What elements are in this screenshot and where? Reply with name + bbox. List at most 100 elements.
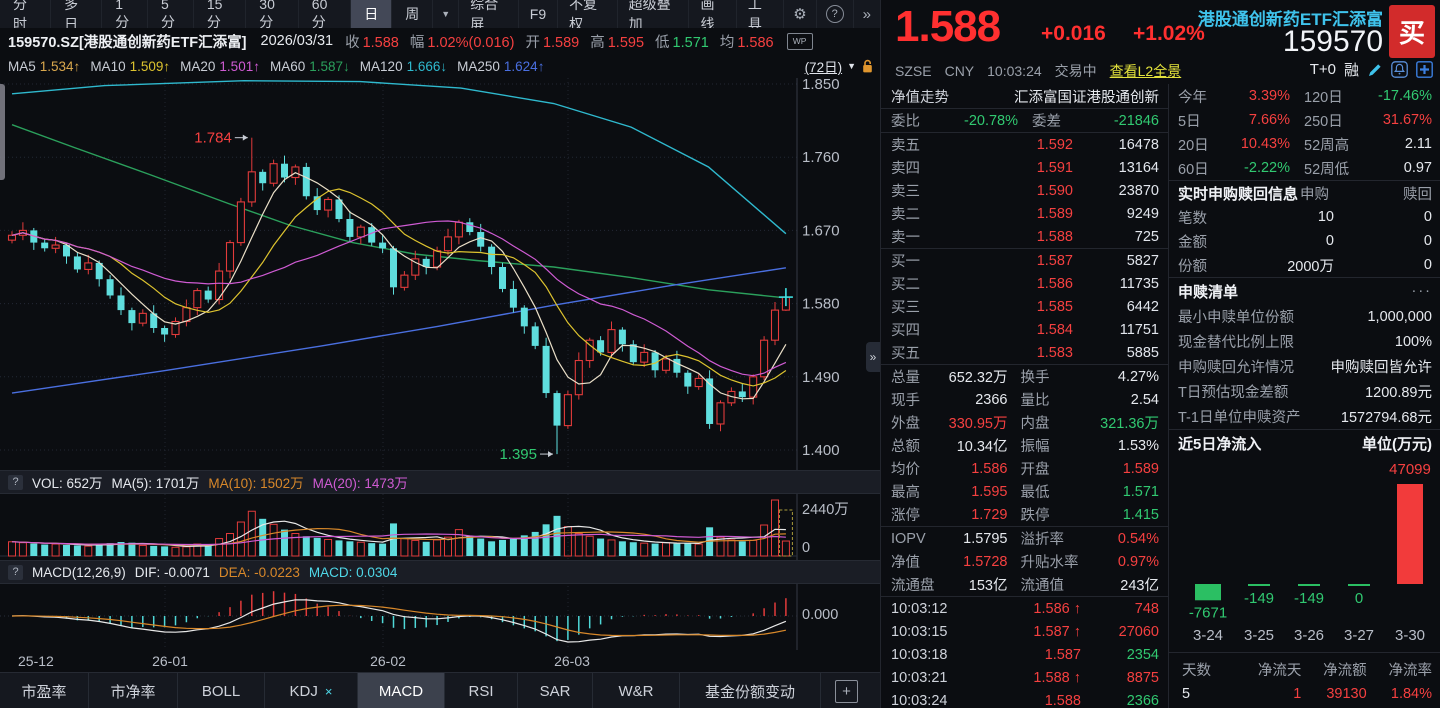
ma-legend-MA120: MA120 1.666↓ (359, 58, 448, 74)
svg-text:-149: -149 (1244, 590, 1274, 607)
stat-row: 流通盘 153亿 流通值 243亿 (891, 578, 1159, 594)
stat-row: IOPV 1.5795 溢折率 0.54% (881, 526, 1169, 550)
svg-text:-149: -149 (1294, 590, 1324, 607)
more-chevrons-icon[interactable]: » (852, 0, 880, 28)
x-label-26-03: 26-03 (554, 653, 590, 669)
svg-text:1.395: 1.395 (499, 446, 537, 463)
toolbar-right: 综合屏 F9 不复权 超级叠加 画线 工具 ⚙?» (458, 0, 880, 32)
netflow-stat-value: 39130 (1326, 686, 1367, 702)
svg-text:3-25: 3-25 (1244, 627, 1274, 644)
nav-trend-link[interactable]: 净值走势 (891, 89, 949, 106)
period-tab-15分[interactable]: 15分 (194, 0, 247, 30)
period-tab-周[interactable]: 周 (392, 0, 434, 28)
toolbar-item-超级叠加[interactable]: 超级叠加 (616, 0, 689, 32)
indicator-tab-W&R[interactable]: W&R (593, 673, 680, 708)
quote-field-低: 低 1.571 (655, 34, 709, 51)
symbol-title: 159570.SZ[港股通创新药ETF汇添富] (8, 34, 247, 51)
unlock-icon[interactable] (861, 59, 874, 74)
svg-text:3-30: 3-30 (1395, 627, 1425, 644)
period-tab-分时[interactable]: 分时 (0, 0, 52, 32)
period-dropdown-icon[interactable]: ▼ (441, 9, 451, 19)
subscription-list-row: 申购赎回允许情况 申购赎回皆允许 (1178, 360, 1432, 376)
indicator-tab-MACD[interactable]: MACD (358, 673, 445, 708)
period-toolbar: 分时 多日 1分 5分 15分 30分 60分日周 ▼ 综合屏 F9 不复权 超级叠加 画线 工具 ⚙?… (0, 0, 880, 32)
stat-row: 现手 2366 量比 2.54 (891, 391, 1159, 410)
bid-row[interactable]: 买五 1.583 5885 (891, 344, 1159, 363)
stat-row: 总额 10.34亿 振幅 1.53% (891, 437, 1159, 456)
alert-bell-icon[interactable] (1391, 61, 1408, 78)
period-tabs: 分时 多日 1分 5分 15分 30分 60分日周 (0, 0, 434, 32)
edit-icon[interactable] (1367, 62, 1383, 78)
ma-bar: MA5 1.534↑ MA10 1.509↑ MA20 1.501↑ MA60 1.587↓ M… (0, 54, 888, 78)
period-tab-日[interactable]: 日 (351, 0, 393, 28)
toolbar-item-画线[interactable]: 画线 (688, 0, 735, 32)
stat-row: 最高 1.595 最低 1.571 (891, 483, 1159, 502)
help-circle-icon[interactable]: ? (815, 0, 853, 28)
ask-levels: 卖五 1.592 16478 卖四 1.591 13164 卖三 1.590 23870 卖二 1.… (881, 133, 1169, 248)
toolbar-item-综合屏[interactable]: 综合屏 (458, 0, 518, 32)
subscription-list: 最小申赎单位份额 1,000,000 现金替代比例上限 100% 申购赎回允许情况 申购赎… (1169, 304, 1440, 429)
wp-tool-icon[interactable]: WP (786, 32, 813, 50)
indicator-tab-RSI[interactable]: RSI (445, 673, 518, 708)
x-label-25-12: 25-12 (18, 653, 54, 669)
candlestick-chart[interactable]: 1.850 1.760 1.670 1.580 1.490 1.400 1.784 1.395 (0, 78, 880, 652)
rt-subscription-rows: 笔数 10 0 金额 0 0 份额 2000万 0 (1169, 205, 1440, 277)
netflow-title: 近5日净流入 (1178, 435, 1262, 453)
help-icon[interactable]: ? (8, 564, 23, 580)
currency-label: CNY (944, 63, 975, 79)
bid-row[interactable]: 买二 1.586 11735 (891, 275, 1159, 294)
add-indicator-icon[interactable]: + (835, 679, 858, 703)
toolbar-item-F9[interactable]: F9 (517, 0, 557, 28)
svg-text:1.580: 1.580 (802, 296, 840, 313)
period-tab-5分[interactable]: 5分 (148, 0, 194, 30)
l2-link[interactable]: 查看L2全景 (1109, 63, 1182, 79)
indicator-tab-基金份额变动[interactable]: 基金份额变动 (680, 673, 821, 708)
help-icon[interactable]: ? (8, 474, 23, 490)
svg-text:47099: 47099 (1389, 461, 1431, 478)
indicator-tab-市净率[interactable]: 市净率 (89, 673, 178, 708)
market-status: 交易中 (1054, 63, 1097, 79)
kdj-close-icon[interactable]: × (324, 683, 333, 699)
ask-row[interactable]: 卖二 1.589 9249 (891, 205, 1159, 224)
range-caret-icon[interactable]: ▼ (847, 61, 856, 71)
quote-field-开: 开 1.589 (525, 34, 580, 51)
indicator-tab-BOLL[interactable]: BOLL (178, 673, 265, 708)
period-tab-30分[interactable]: 30分 (246, 0, 299, 30)
ask-row[interactable]: 卖四 1.591 13164 (891, 159, 1159, 178)
settings-gear-icon[interactable]: ⚙ (783, 0, 815, 28)
stat-row: 均价 1.586 开盘 1.589 (891, 460, 1159, 479)
bid-row[interactable]: 买一 1.587 5827 (891, 252, 1159, 271)
ma-legend-MA20: MA20 1.501↑ (180, 58, 260, 74)
period-tab-60分[interactable]: 60分 (299, 0, 352, 30)
macd-dif: DIF: -0.0071 (134, 564, 210, 580)
indicator-tab-市盈率[interactable]: 市盈率 (0, 673, 89, 708)
rt-subscription-title: 实时申购赎回信息 (1178, 185, 1299, 203)
fund-full-name: 汇添富国证港股通创新 (1014, 89, 1159, 106)
range-selector[interactable]: (72日) (804, 60, 843, 75)
toolbar-item-不复权[interactable]: 不复权 (557, 0, 617, 32)
toolbar-item-工具[interactable]: 工具 (735, 0, 783, 32)
trade-tick-row: 10:03:24 1.588 2366 (891, 692, 1159, 708)
panel-collapse-icon[interactable]: » (866, 342, 880, 372)
quote-time: 10:03:24 (987, 63, 1042, 79)
indicator-tab-KDJ[interactable]: KDJ × (265, 673, 358, 708)
period-tab-多日[interactable]: 多日 (51, 0, 103, 32)
drawing-toolbar-grip[interactable] (0, 84, 5, 180)
netflow-unit: 单位(万元) (1362, 435, 1432, 453)
netflow-chart: -7671 3-24 -149 3-25 -149 3-26 0 3-27 47099 3-30 (1169, 456, 1440, 652)
macd-dea: DEA: -0.0223 (218, 564, 300, 580)
ask-row[interactable]: 卖一 1.588 725 (891, 228, 1159, 247)
period-tab-1分[interactable]: 1分 (102, 0, 149, 30)
ask-row[interactable]: 卖五 1.592 16478 (891, 136, 1159, 155)
indicator-tab-SAR[interactable]: SAR (518, 673, 593, 708)
last-price: 1.588 (895, 2, 1001, 51)
rt-subscription-row: 金额 0 0 (1178, 233, 1432, 251)
more-icon[interactable]: ··· (1411, 283, 1432, 299)
bid-row[interactable]: 买三 1.585 6442 (891, 298, 1159, 317)
svg-text:1.760: 1.760 (802, 149, 840, 166)
ask-row[interactable]: 卖三 1.590 23870 (891, 182, 1159, 201)
add-watchlist-icon[interactable] (1416, 61, 1433, 78)
buy-button[interactable]: 买 (1389, 5, 1435, 58)
bid-row[interactable]: 买四 1.584 11751 (891, 321, 1159, 340)
